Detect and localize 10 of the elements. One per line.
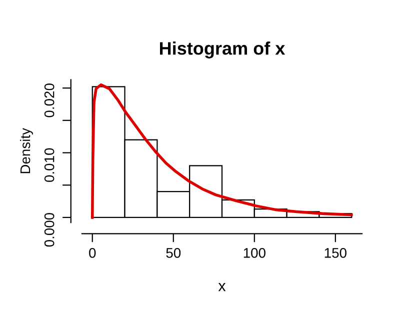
chart-title: Histogram of x <box>160 42 286 58</box>
x-tick-label: 0 <box>89 248 96 258</box>
y-tick-label: 0.020 <box>44 84 54 118</box>
x-tick-label: 150 <box>324 248 346 258</box>
y-tick-label: 0.010 <box>44 148 54 182</box>
x-tick-label: 100 <box>244 248 266 258</box>
y-axis-title: Density <box>20 128 33 174</box>
y-tick-label: 0.000 <box>44 212 54 247</box>
x-tick-label: 50 <box>166 248 181 258</box>
x-axis-title: x <box>218 283 226 292</box>
